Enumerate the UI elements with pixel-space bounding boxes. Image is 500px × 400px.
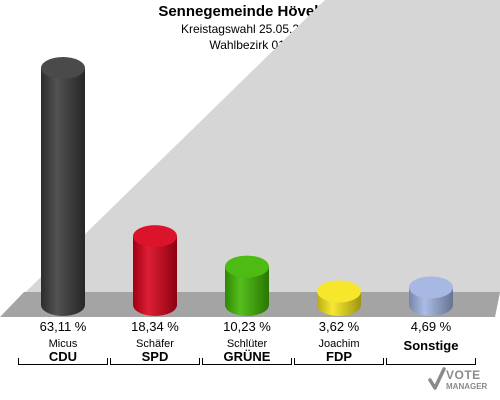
label-bracket — [202, 358, 292, 365]
label-bracket — [294, 358, 384, 365]
bar-top — [225, 255, 269, 278]
party-label: CDU — [48, 349, 78, 364]
bar-top — [409, 276, 453, 299]
district-subtitle: Wahlbezirk 011 — [209, 38, 291, 52]
bar-top — [317, 280, 361, 303]
value-label: 10,23 % — [223, 319, 271, 334]
label-bracket — [110, 358, 200, 365]
bar-top — [133, 225, 177, 248]
party-label: SPD — [141, 349, 169, 364]
bar-sonstige — [409, 276, 453, 316]
value-label: 3,62 % — [318, 319, 360, 334]
logo-text-manager: MANAGER — [446, 382, 488, 391]
label-bracket — [386, 358, 476, 365]
label-bracket — [18, 358, 108, 365]
bar-cdu — [41, 57, 85, 316]
candidate-name: Micus — [48, 338, 78, 350]
bar-spd — [133, 225, 177, 316]
election-subtitle: Kreistagswahl 25.05.2014 — [180, 22, 320, 36]
party-label: Sonstige — [403, 338, 459, 353]
candidate-name: Schäfer — [136, 338, 174, 350]
checkmark-icon — [428, 367, 446, 390]
vote-manager-logo: VOTE MANAGER — [428, 364, 498, 396]
value-label: 4,69 % — [410, 319, 452, 334]
party-label: FDP — [326, 349, 352, 364]
candidate-name: Joachim — [318, 338, 360, 350]
chart-backdrop — [0, 0, 500, 317]
bar-body — [133, 236, 177, 316]
logo-text-vote: VOTE — [446, 368, 481, 382]
party-label: GRÜNE — [223, 349, 271, 364]
bar-body — [225, 266, 269, 316]
bar-top — [41, 57, 85, 79]
candidate-name: Schlüter — [226, 338, 268, 350]
value-label: 18,34 % — [131, 319, 179, 334]
value-label: 63,11 % — [39, 319, 87, 334]
bar-body — [41, 68, 85, 316]
chart-title: Sennegemeinde Hövelhof — [158, 3, 342, 20]
bar-fdp — [317, 280, 361, 316]
bar-grüne — [225, 255, 269, 316]
